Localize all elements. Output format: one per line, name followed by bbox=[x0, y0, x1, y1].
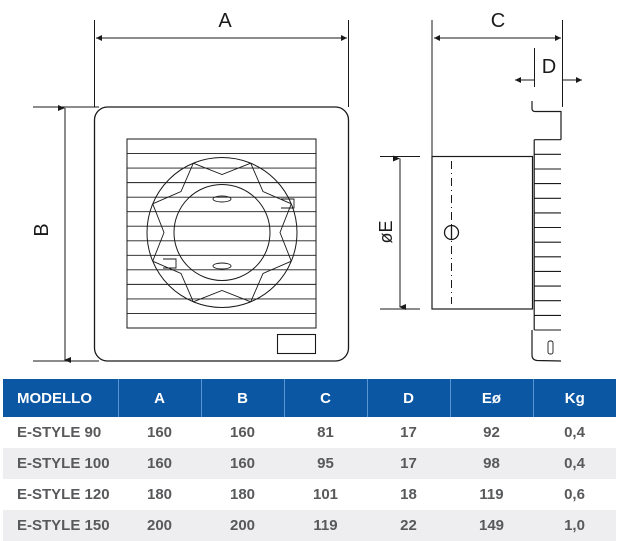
svg-text:D: D bbox=[542, 56, 556, 78]
svg-text:øE: øE bbox=[376, 220, 396, 243]
svg-text:C: C bbox=[491, 10, 505, 32]
svg-text:B: B bbox=[31, 223, 53, 236]
svg-text:A: A bbox=[218, 10, 232, 32]
